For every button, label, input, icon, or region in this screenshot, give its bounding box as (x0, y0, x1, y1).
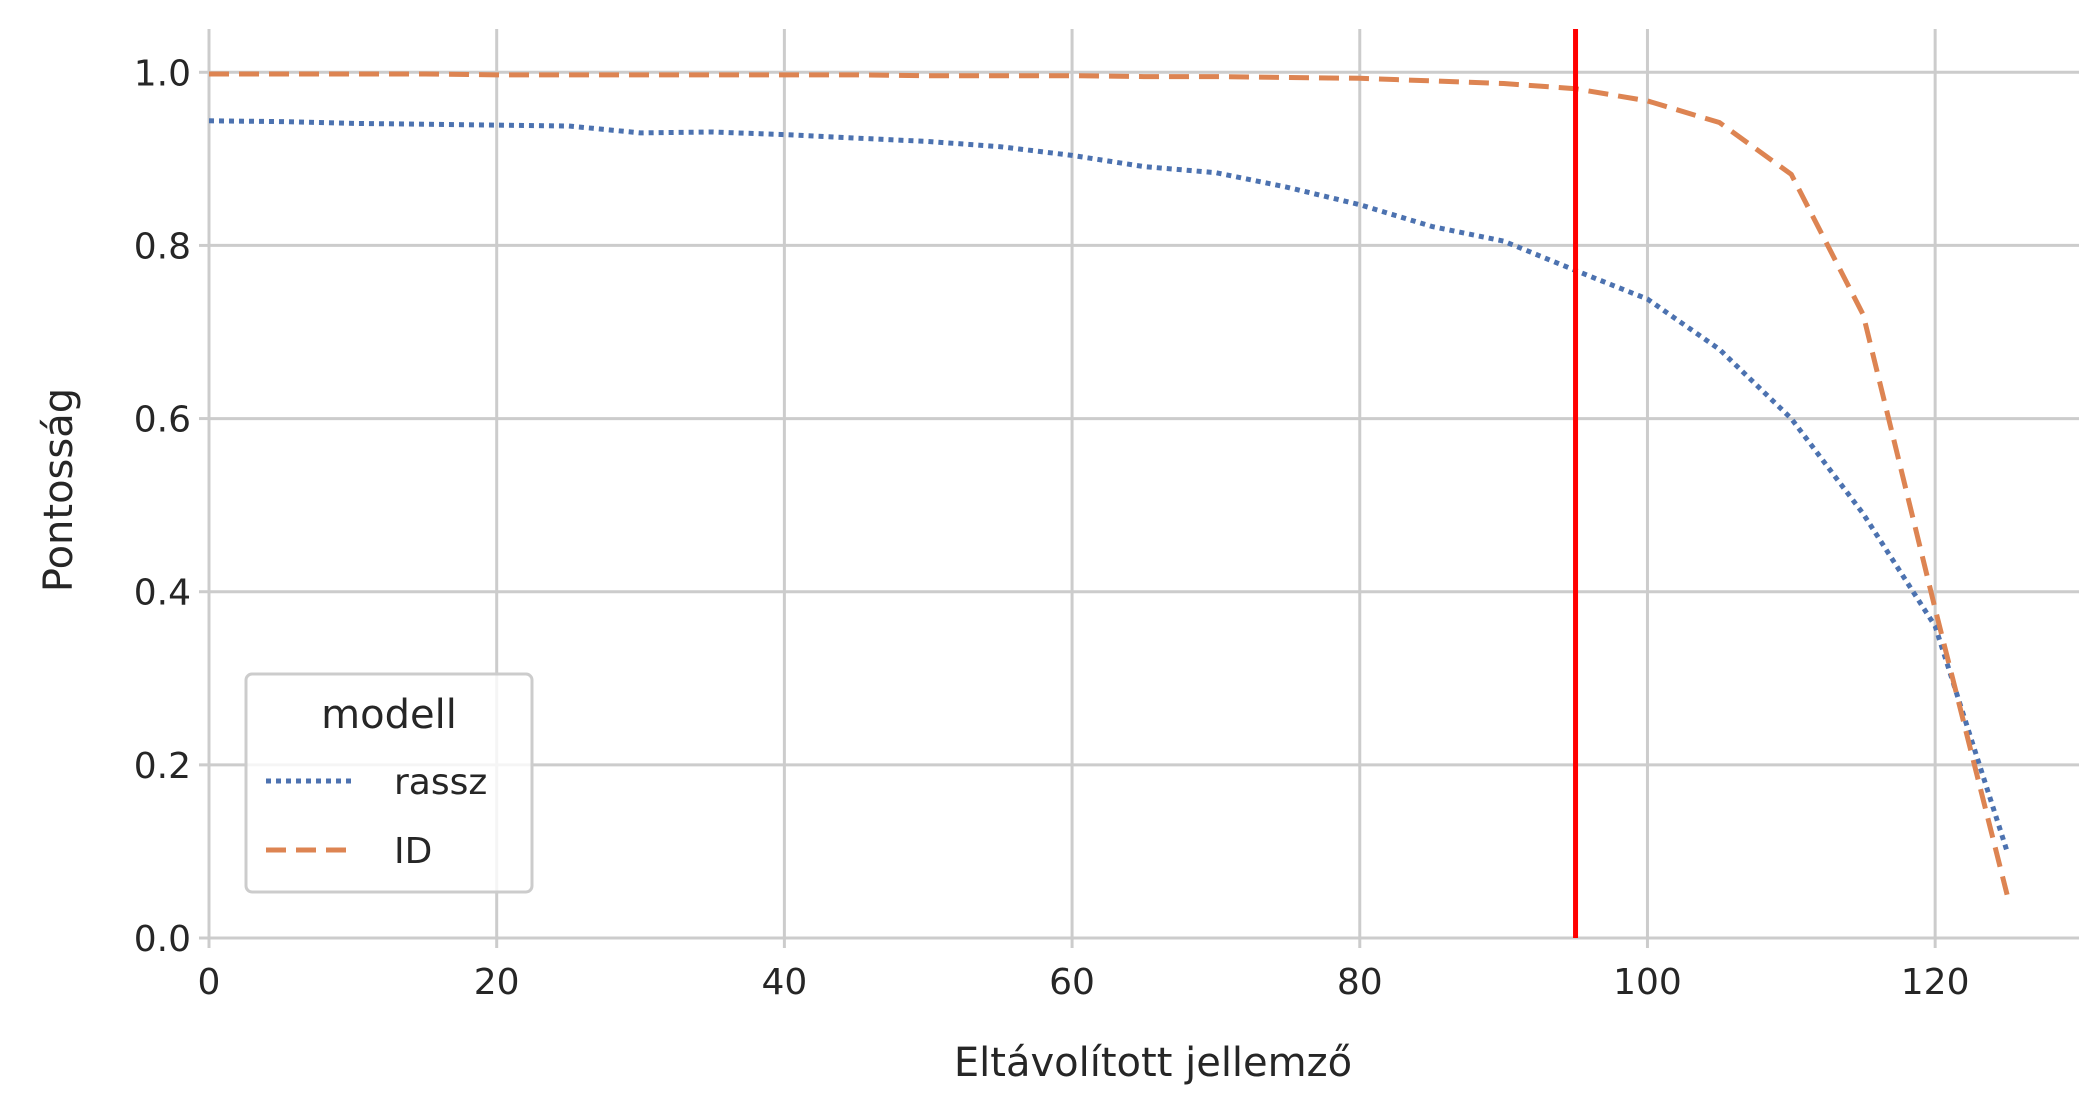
x-tick-label: 0 (198, 962, 221, 1003)
tick-labels: 0 20 40 60 80 100 120 0.0 0.2 0.4 0.6 0.8 1.0 (134, 53, 1970, 1003)
x-tick-label: 100 (1613, 962, 1682, 1003)
y-tick-label: 0.4 (134, 573, 191, 614)
x-axis-label: Eltávolított jellemző (954, 1040, 1352, 1086)
legend: modell rassz ID (244, 672, 534, 894)
series-line-rassz (208, 118, 2010, 853)
y-tick-label: 0.8 (134, 226, 191, 267)
legend-box (244, 672, 534, 894)
axes-spines (207, 29, 2079, 940)
x-tick-label: 40 (761, 962, 807, 1003)
y-tick-label: 0.0 (134, 919, 191, 960)
series-line-id (209, 71, 2010, 896)
x-tick-label: 120 (1901, 962, 1970, 1003)
plot-area (208, 71, 2010, 896)
legend-label-rassz: rassz (394, 762, 487, 803)
x-tick-label: 80 (1337, 962, 1383, 1003)
y-tick-label: 0.2 (134, 746, 191, 787)
legend-label-id: ID (394, 831, 432, 872)
legend-title: modell (321, 692, 457, 738)
y-tick-label: 1.0 (134, 53, 191, 94)
grid (207, 29, 2079, 940)
y-tick-label: 0.6 (134, 400, 191, 441)
x-tick-label: 20 (474, 962, 520, 1003)
y-axis-label: Pontosság (36, 388, 82, 592)
x-tick-label: 60 (1049, 962, 1095, 1003)
